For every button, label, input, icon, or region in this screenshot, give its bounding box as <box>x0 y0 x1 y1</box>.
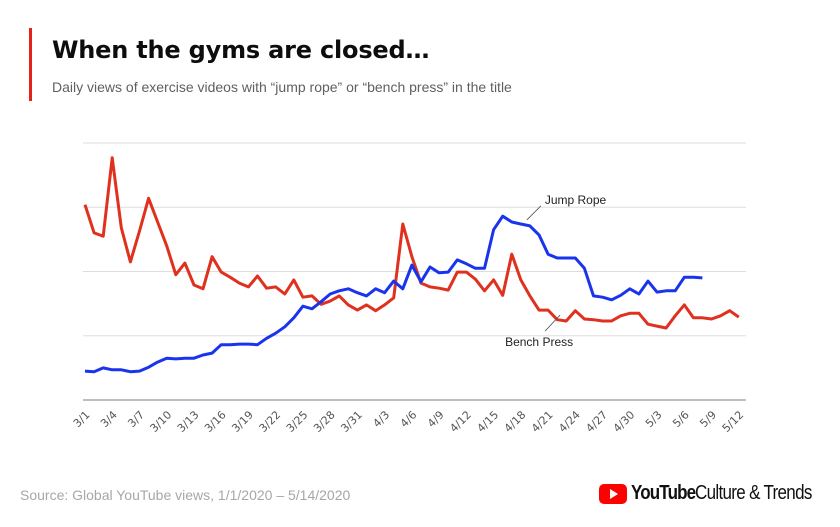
x-tick-label: 4/27 <box>583 408 610 435</box>
x-tick-label: 5/6 <box>670 408 692 430</box>
x-tick-label: 3/19 <box>229 408 256 435</box>
chart-subtitle: Daily views of exercise videos with “jum… <box>52 79 512 95</box>
x-tick-label: 4/24 <box>556 408 583 435</box>
x-tick-label: 4/18 <box>502 408 529 435</box>
gridlines <box>83 142 746 337</box>
series-line-jump-rope <box>84 214 703 374</box>
x-tick-label: 3/31 <box>338 408 365 435</box>
x-tick-label: 3/7 <box>125 408 147 430</box>
annotation-label: Jump Rope <box>545 193 607 207</box>
brand-logo: YouTube Culture & Trends <box>599 482 832 505</box>
x-tick-label: 3/25 <box>284 408 311 435</box>
x-tick-label: 4/12 <box>447 408 474 435</box>
x-tick-label: 5/9 <box>697 408 719 430</box>
brand-suffix-text: Culture & Trends <box>694 482 812 504</box>
x-tick-label: 4/30 <box>611 408 638 435</box>
x-tick-label: 3/16 <box>202 408 229 435</box>
x-tick-label: 3/10 <box>148 408 175 435</box>
x-tick-label: 3/22 <box>257 408 284 435</box>
brand-youtube-text: YouTube <box>631 482 696 504</box>
annotations: Jump Rope Bench Press <box>505 193 606 349</box>
series-line-bench-press <box>83 156 740 330</box>
annotation-leader <box>526 205 542 221</box>
x-tick-label: 3/4 <box>98 408 120 430</box>
x-tick-label: 5/12 <box>720 408 747 435</box>
x-tick-label: 4/9 <box>425 408 447 430</box>
accent-bar <box>29 28 32 101</box>
series-lines <box>83 156 740 374</box>
x-tick-label: 5/3 <box>643 408 665 430</box>
x-tick-labels: 3/1 3/4 3/7 3/10 3/13 3/16 3/19 3/22 3/25 3/28 3/3… <box>71 408 746 435</box>
x-tick-label: 3/28 <box>311 408 338 435</box>
annotation-label: Bench Press <box>505 335 573 349</box>
x-tick-label: 4/6 <box>398 408 420 430</box>
x-tick-label: 4/15 <box>475 408 502 435</box>
source-note: Source: Global YouTube views, 1/1/2020 –… <box>20 487 351 503</box>
x-tick-label: 3/13 <box>175 408 202 435</box>
x-tick-label: 4/3 <box>370 408 392 430</box>
x-tick-label: 3/1 <box>71 408 93 430</box>
x-tick-label: 4/21 <box>529 408 556 435</box>
youtube-play-icon <box>599 483 627 504</box>
chart-title: When the gyms are closed… <box>52 36 430 64</box>
annotation-leader <box>544 314 561 332</box>
